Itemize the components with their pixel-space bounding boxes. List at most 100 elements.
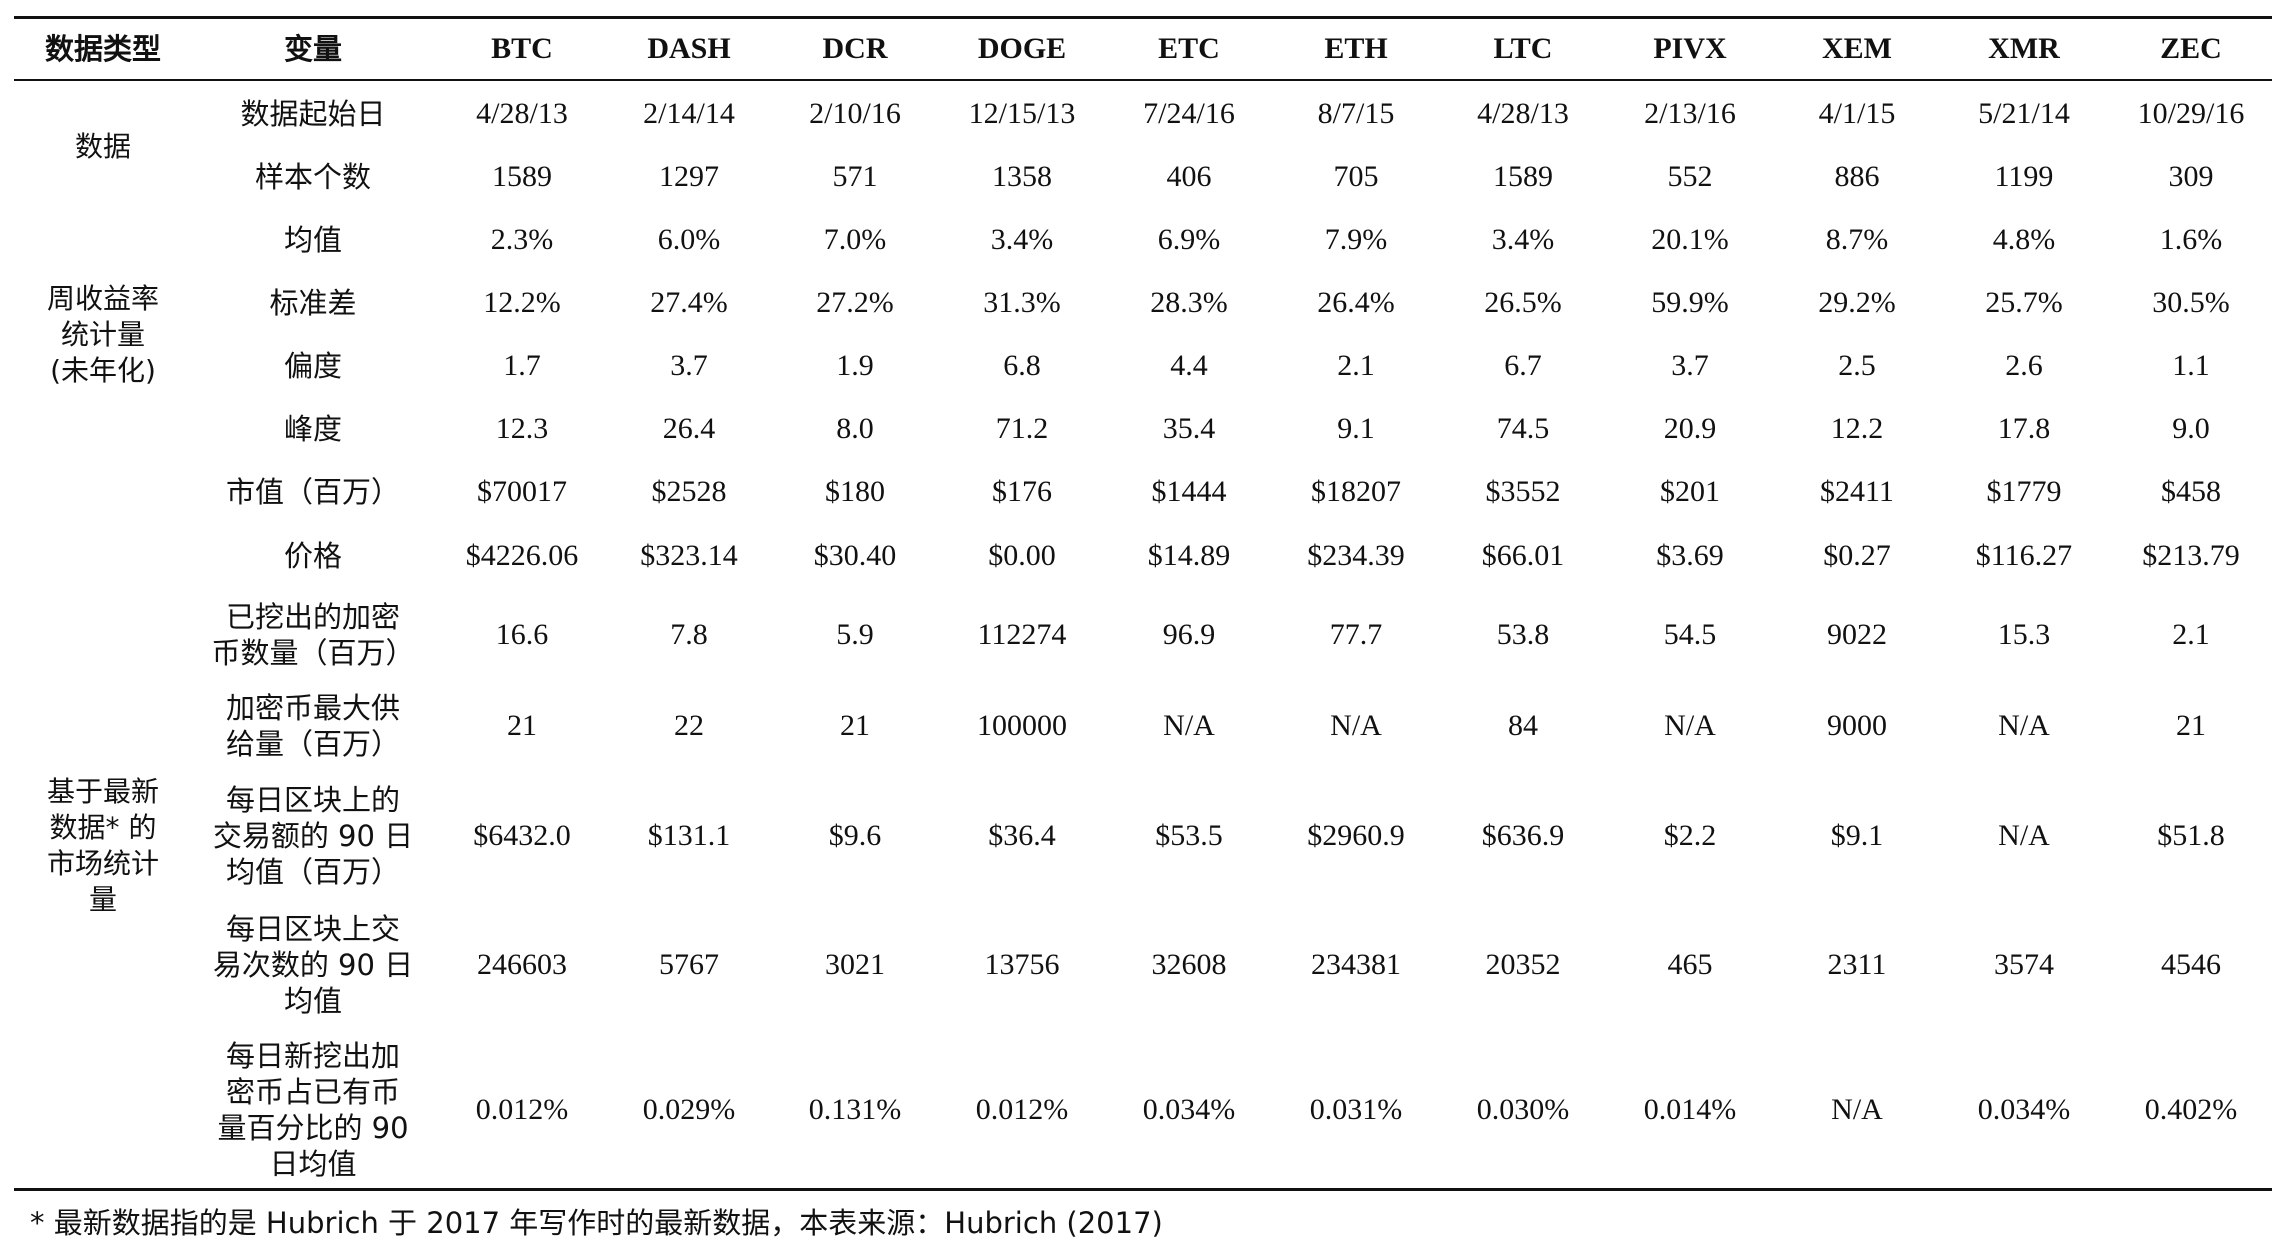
table-cell: 1589 (492, 160, 552, 193)
row-label: 价格 (198, 526, 428, 586)
table-cell: 2.1 (2172, 618, 2210, 651)
row-label: 数据起始日 (198, 84, 428, 144)
table-cell: 4/1/15 (1818, 97, 1896, 130)
table-cell: 1358 (992, 160, 1052, 193)
row-label: 样本个数 (198, 147, 428, 207)
table-cell: $116.27 (1975, 539, 2073, 572)
table-cell: 234381 (1311, 948, 1401, 981)
footnote: * 最新数据指的是 Hubrich 于 2017 年写作时的最新数据，本表来源：… (30, 1206, 1163, 1240)
row-label-line: 均值 (283, 223, 342, 257)
header-coin-pivx: PIVX (1653, 32, 1727, 65)
table-cell: $234.39 (1307, 539, 1405, 572)
top-rule (14, 16, 2272, 19)
table-cell: $2528 (651, 475, 727, 508)
table-cell: 7.8 (670, 618, 708, 651)
row-label-line: 日均值 (269, 1147, 357, 1181)
group-label-line: 基于最新 (46, 775, 159, 808)
row-label: 加密币最大供 给量（百万） (198, 683, 428, 769)
table-cell: N/A (1163, 709, 1215, 742)
table-cell: 12.3 (495, 412, 549, 445)
row-label-line: 价格 (283, 539, 342, 573)
row-label-line: 均值 (283, 984, 342, 1018)
table-cell: $53.5 (1155, 819, 1223, 852)
table-cell: 74.5 (1496, 412, 1550, 445)
table-cell: 12/15/13 (968, 97, 1076, 130)
table-cell: 29.2% (1818, 286, 1896, 319)
table-cell: 1.6% (2159, 223, 2223, 256)
table-cell: $14.89 (1147, 539, 1231, 572)
table-cell: 7.9% (1324, 223, 1388, 256)
group-label-line: 数据* 的 (49, 811, 157, 844)
table-cell: 30.5% (2152, 286, 2230, 319)
table-cell: N/A (1998, 819, 2050, 852)
group-label: 数据 (18, 124, 188, 170)
table-cell: $30.40 (813, 539, 897, 572)
header-coin-doge: DOGE (977, 32, 1067, 65)
row-label-line: 样本个数 (254, 160, 371, 194)
table-cell: 3.4% (1491, 223, 1555, 256)
table-cell: 0.014% (1643, 1093, 1737, 1126)
table-cell: 17.8 (1997, 412, 2051, 445)
table-cell: 4.4 (1170, 349, 1208, 382)
table-cell: 5767 (659, 948, 719, 981)
table-cell: $18207 (1311, 475, 1401, 508)
table-cell: 1297 (659, 160, 719, 193)
header-variable: 变量 (283, 32, 342, 66)
row-label-line: 给量（百万） (225, 727, 400, 761)
table-cell: $636.9 (1481, 819, 1565, 852)
table-cell: 3.4% (990, 223, 1054, 256)
table-cell: 96.9 (1162, 618, 1216, 651)
header-coin-xmr: XMR (1988, 32, 2060, 65)
row-label-line: 加密币最大供 (225, 691, 400, 725)
table-cell: 16.6 (495, 618, 549, 651)
table-cell: 9.1 (1337, 412, 1375, 445)
table-cell: 1.9 (836, 349, 874, 382)
row-label-line: 每日新挖出加 (225, 1039, 400, 1073)
table-cell: 28.3% (1150, 286, 1228, 319)
table-cell: 21 (507, 709, 537, 742)
row-label-line: 市值（百万） (225, 475, 400, 509)
table-cell: 12.2% (483, 286, 561, 319)
table-cell: 2.5 (1838, 349, 1876, 382)
row-label-line: 已挖出的加密 (225, 600, 400, 634)
table-cell: 9000 (1827, 709, 1887, 742)
table-cell: 9022 (1827, 618, 1887, 651)
table-cell: 0.402% (2144, 1093, 2238, 1126)
table-cell: 0.031% (1309, 1093, 1403, 1126)
table-cell: 21 (2176, 709, 2206, 742)
table-cell: 8.7% (1825, 223, 1889, 256)
group-label-line: (未年化) (50, 354, 156, 387)
table-cell: $6432.0 (473, 819, 571, 852)
table-cell: $213.79 (2142, 539, 2240, 572)
table-cell: 1.7 (503, 349, 541, 382)
table-cell: 4/28/13 (476, 97, 568, 130)
table-cell: 705 (1333, 160, 1379, 193)
table-cell: 2/10/16 (809, 97, 901, 130)
group-label-line: 市场统计 (46, 847, 159, 880)
table-cell: 13756 (984, 948, 1060, 981)
table-cell: $176 (992, 475, 1052, 508)
row-label: 标准差 (198, 273, 428, 333)
table-cell: $458 (2161, 475, 2221, 508)
table-cell: 84 (1508, 709, 1538, 742)
table-cell: 20.1% (1651, 223, 1729, 256)
header-coin-zec: ZEC (2160, 32, 2222, 65)
table-cell: 4546 (2161, 948, 2221, 981)
bottom-rule (14, 1188, 2272, 1191)
row-label-line: 币数量（百万） (211, 636, 415, 670)
table-cell: $2960.9 (1307, 819, 1405, 852)
table-cell: $180 (825, 475, 885, 508)
table-cell: 5.9 (836, 618, 874, 651)
table-cell: $51.8 (2157, 819, 2225, 852)
table-cell: $0.27 (1823, 539, 1891, 572)
header-coin-btc: BTC (491, 32, 553, 65)
table-cell: 25.7% (1985, 286, 2063, 319)
table-cell: 3.7 (1671, 349, 1709, 382)
table-cell: 571 (832, 160, 878, 193)
table-cell: 20352 (1485, 948, 1561, 981)
group-label-line: 量 (88, 883, 117, 916)
table-cell: 2311 (1827, 948, 1887, 981)
table-cell: $3552 (1485, 475, 1561, 508)
row-label: 每日新挖出加 密币占已有币 量百分比的 90 日均值 (198, 1035, 428, 1185)
table-cell: 32608 (1151, 948, 1227, 981)
